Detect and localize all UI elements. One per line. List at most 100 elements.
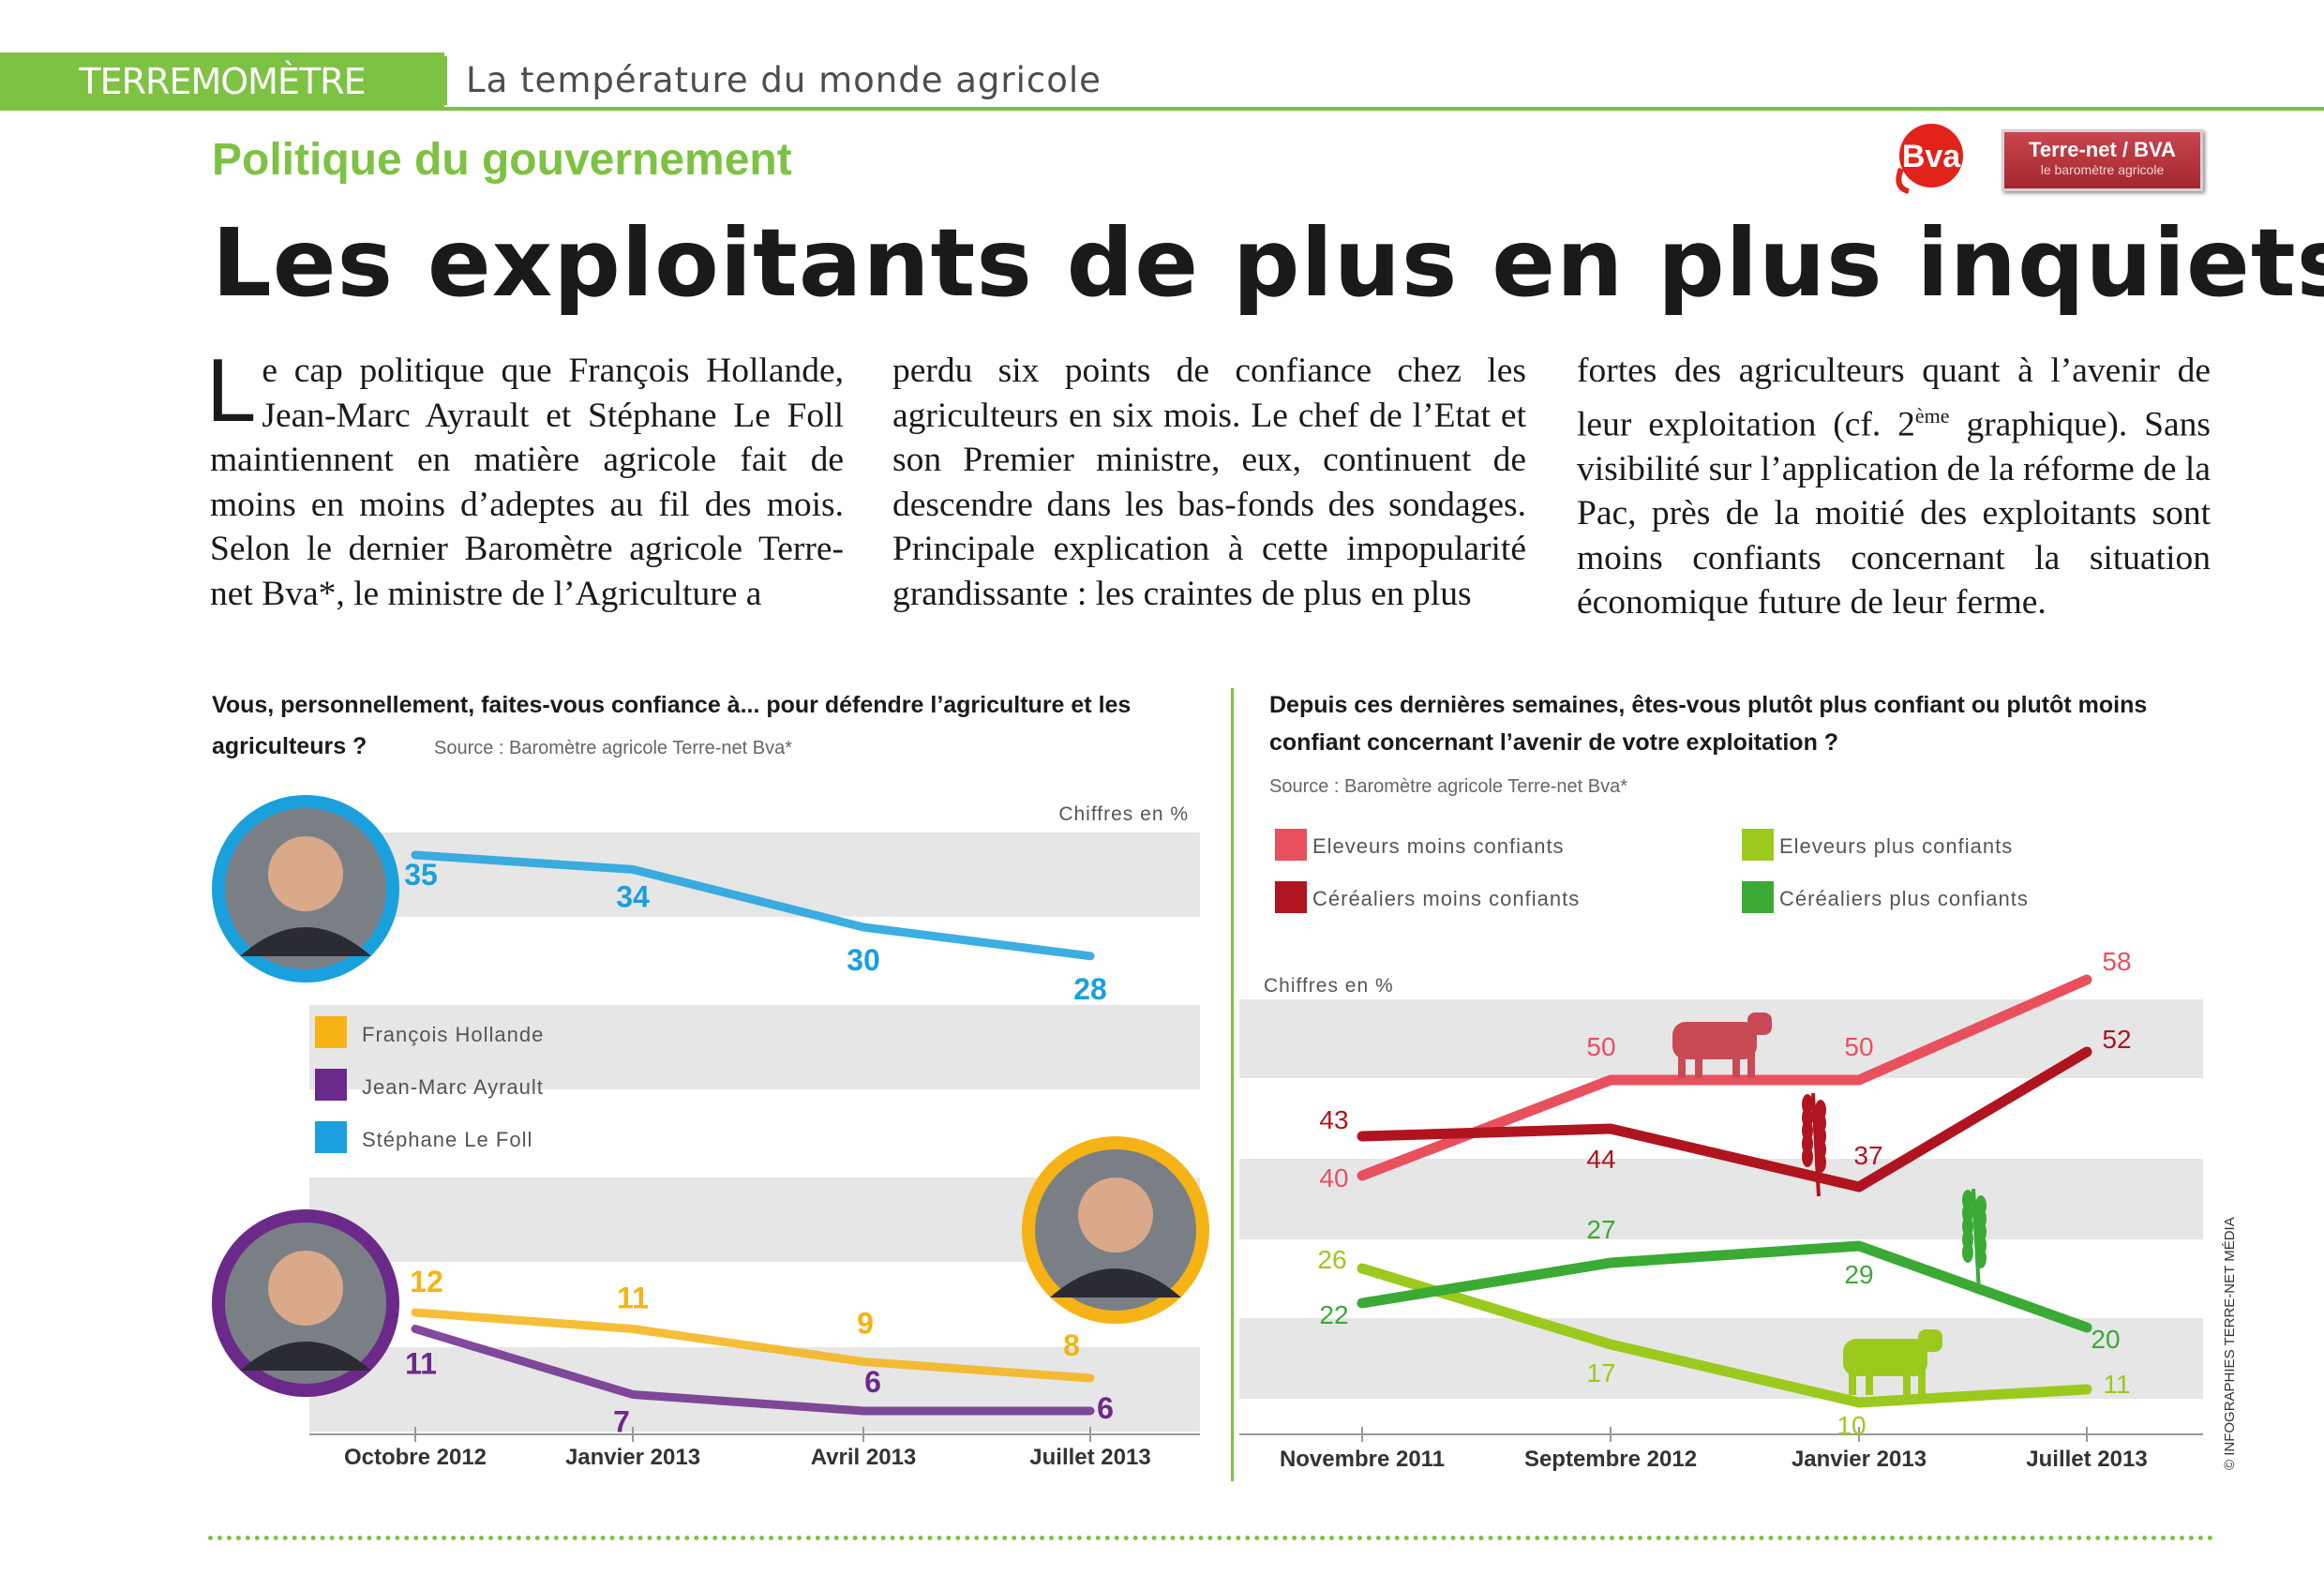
chart2-data-label: 11 bbox=[2103, 1370, 2130, 1399]
chart1-legend-swatch bbox=[315, 1121, 347, 1153]
article-column-3: fortes des agriculteurs quant à l’avenir… bbox=[1577, 349, 2211, 625]
chart2-data-label: 37 bbox=[1853, 1141, 1882, 1170]
chart2-data-label: 10 bbox=[1837, 1411, 1866, 1440]
chart1-title: Vous, personnellement, faites-vous confi… bbox=[212, 692, 1131, 759]
chart2-x-label: Juillet 2013 bbox=[2026, 1447, 2147, 1472]
chart1-data-label: 35 bbox=[404, 858, 438, 892]
chart2-legend-swatch bbox=[1742, 881, 1774, 913]
chart2-legend-label: Céréaliers plus confiants bbox=[1779, 887, 2029, 910]
chart1-data-label: 6 bbox=[864, 1365, 881, 1399]
chart2-data-label: 26 bbox=[1317, 1245, 1346, 1274]
chart1-legend-swatch bbox=[315, 1069, 347, 1101]
chart-divider bbox=[1231, 688, 1234, 1481]
portrait-hollande-face bbox=[1078, 1178, 1153, 1252]
portrait-le-foll-suit bbox=[240, 927, 371, 956]
chart1-unit-note: Chiffres en % bbox=[1058, 803, 1189, 825]
chart1-grid-band bbox=[309, 1005, 1200, 1089]
chart2-x-label: Septembre 2012 bbox=[1524, 1447, 1697, 1472]
chart2-data-label: 27 bbox=[1586, 1215, 1615, 1244]
chart2-x-label: Novembre 2011 bbox=[1280, 1447, 1445, 1472]
chart2-data-label: 29 bbox=[1844, 1260, 1873, 1289]
terrenet-logo-title: Terre-net / BVA bbox=[2029, 138, 2176, 161]
chart1-data-label: 7 bbox=[613, 1405, 630, 1439]
chart1-data-label: 8 bbox=[1063, 1328, 1080, 1362]
chart2-legend-swatch bbox=[1275, 829, 1307, 861]
chart1-series-line bbox=[411, 1308, 1095, 1383]
chart2-title: Depuis ces dernières semaines, êtes-vous… bbox=[1269, 692, 2147, 756]
wheat-icon bbox=[1802, 1092, 1826, 1197]
chart2-series-line bbox=[1357, 1240, 2092, 1333]
portrait-hollande-suit bbox=[1050, 1268, 1181, 1298]
article-text-3a: fortes des agriculteurs quant à l’avenir… bbox=[1577, 352, 2211, 443]
chart1-x-label: Juillet 2013 bbox=[1029, 1445, 1150, 1470]
section-kicker: Politique du gouvernement bbox=[212, 135, 792, 185]
chart1-x-label: Janvier 2013 bbox=[565, 1445, 700, 1470]
article-column-2: perdu six points de confiance chez les a… bbox=[892, 349, 1526, 616]
bva-logo-text: Bva bbox=[1902, 139, 1961, 174]
portrait-ayrault-suit bbox=[240, 1342, 371, 1371]
chart2-data-label: 58 bbox=[2102, 947, 2131, 976]
image-credit: © INFOGRAPHIES TERRE-NET MÉDIA bbox=[2222, 1217, 2238, 1470]
drop-cap: L bbox=[206, 340, 257, 441]
chart1-grid-band bbox=[309, 1347, 1200, 1432]
chart2-data-label: 17 bbox=[1586, 1358, 1615, 1388]
chart2-grid-band bbox=[1239, 1318, 2203, 1399]
chart1-series-line bbox=[411, 1325, 1095, 1416]
chart1-data-label: 6 bbox=[1097, 1391, 1114, 1425]
article-text-3b: graphique). Sans visibilité sur l’applic… bbox=[1577, 405, 2211, 622]
chart1-data-label: 28 bbox=[1073, 972, 1107, 1006]
chart1-legend-label: Jean-Marc Ayrault bbox=[362, 1075, 544, 1099]
chart2-data-label: 44 bbox=[1586, 1145, 1615, 1174]
article-text-2: perdu six points de confiance chez les a… bbox=[892, 352, 1526, 613]
terrenet-logo: Terre-net / BVA le baromètre agricole bbox=[2002, 129, 2203, 191]
chart1-legend-label: Stéphane Le Foll bbox=[362, 1128, 532, 1151]
chart1-data-label: 9 bbox=[857, 1307, 874, 1341]
chart1-data-label: 34 bbox=[616, 879, 650, 913]
page-title: Les exploitants de plus en plus inquiets bbox=[212, 208, 2324, 318]
chart2-legend-swatch bbox=[1275, 881, 1307, 913]
bottom-dotted-rule bbox=[208, 1536, 2214, 1540]
chart1-source: Source : Baromètre agricole Terre-net Bv… bbox=[434, 738, 792, 758]
portrait-ayrault-face bbox=[268, 1251, 343, 1326]
chart2-data-label: 40 bbox=[1319, 1163, 1348, 1192]
chart2-data-label: 52 bbox=[2102, 1025, 2131, 1054]
chart1-x-label: Avril 2013 bbox=[811, 1445, 917, 1470]
chart1-data-label: 30 bbox=[847, 943, 880, 977]
chart1-data-label: 11 bbox=[617, 1282, 649, 1315]
chart1-data-label: 12 bbox=[410, 1265, 443, 1298]
portrait-le-foll-face bbox=[268, 836, 343, 911]
brand-name: TERREMOMÈTRE bbox=[79, 61, 366, 102]
chart2-unit-note: Chiffres en % bbox=[1264, 975, 1394, 997]
wheat-icon bbox=[1962, 1188, 1987, 1293]
chart1-legend-label: François Hollande bbox=[362, 1023, 544, 1046]
chart1-data-label: 11 bbox=[405, 1347, 437, 1381]
chart2-legend-label: Eleveurs plus confiants bbox=[1779, 834, 2013, 858]
bva-logo: Bva bbox=[1892, 120, 1989, 195]
brand-bar bbox=[0, 52, 444, 111]
chart2-data-label: 50 bbox=[1844, 1032, 1873, 1061]
chart2-grid-band bbox=[1239, 1159, 2203, 1239]
chart2-data-label: 43 bbox=[1319, 1105, 1348, 1134]
chart2-legend-label: Céréaliers moins confiants bbox=[1312, 887, 1580, 910]
chart2-data-label: 22 bbox=[1319, 1300, 1348, 1329]
chart2-legend-swatch bbox=[1742, 829, 1774, 861]
chart1-legend-swatch bbox=[315, 1016, 347, 1048]
chart2-legend-label: Eleveurs moins confiants bbox=[1312, 834, 1565, 858]
header-divider bbox=[444, 56, 447, 105]
article-text-1: e cap politique que François Hollande, J… bbox=[210, 352, 844, 613]
cow-icon bbox=[1672, 1012, 1772, 1078]
header-rule bbox=[444, 107, 2324, 111]
chart2-data-label: 50 bbox=[1586, 1032, 1615, 1061]
chart2-data-label: 20 bbox=[2091, 1325, 2120, 1354]
chart1-series-line bbox=[411, 850, 1095, 961]
chart2-series-line bbox=[1357, 1263, 2092, 1408]
chart2-source: Source : Baromètre agricole Terre-net Bv… bbox=[1269, 776, 1627, 797]
chart2-series-line bbox=[1357, 1046, 2092, 1192]
tagline: La température du monde agricole bbox=[466, 60, 1102, 100]
chart1-x-label: Octobre 2012 bbox=[344, 1445, 487, 1470]
article-superscript: ème bbox=[1914, 403, 1950, 428]
chart2-x-label: Janvier 2013 bbox=[1792, 1447, 1927, 1472]
terrenet-logo-subtitle: le baromètre agricole bbox=[2040, 162, 2165, 177]
